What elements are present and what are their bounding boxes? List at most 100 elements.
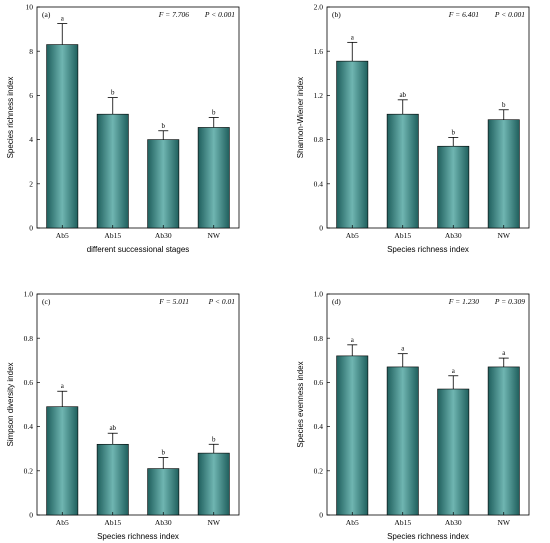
panel-label: (c) bbox=[42, 297, 51, 306]
significance-letter: b bbox=[452, 128, 456, 136]
y-tick-label: 0 bbox=[29, 511, 33, 520]
bar-ab15 bbox=[96, 443, 129, 516]
chart-panel-4: 0 0.2 0.4 0.6 0.8 1.0 a Ab5 a Ab15 a Ab30 a NW (d) P = … bbox=[296, 290, 530, 541]
x-tick-label: Ab30 bbox=[155, 231, 172, 240]
plot-frame bbox=[36, 6, 240, 229]
panel-label: (d) bbox=[332, 297, 341, 306]
significance-letter: a bbox=[452, 367, 456, 375]
y-tick-label: 0.6 bbox=[24, 378, 34, 387]
x-tick-label: Ab15 bbox=[104, 231, 121, 240]
significance-letter: b bbox=[212, 435, 216, 443]
bar-ab30 bbox=[437, 145, 470, 229]
x-tick-label: Ab5 bbox=[56, 231, 69, 240]
bar-nw bbox=[197, 127, 230, 229]
y-axis-label: Species evenness index bbox=[296, 361, 305, 447]
y-tick-label: 0.8 bbox=[314, 135, 324, 144]
x-tick-label: Ab5 bbox=[56, 518, 69, 527]
chart-panel-2: 0 0.4 0.8 1.2 1.6 2.0 a Ab5 ab Ab15 b Ab30 b NW (b) P <… bbox=[296, 3, 530, 254]
bar-ab30 bbox=[147, 139, 180, 229]
significance-letter: a bbox=[401, 345, 405, 353]
x-axis-label: Species richness index bbox=[387, 245, 469, 254]
x-tick-label: Ab30 bbox=[155, 518, 172, 527]
y-tick-label: 2 bbox=[29, 179, 33, 188]
y-tick-label: 6 bbox=[29, 91, 33, 100]
panel-label: (a) bbox=[42, 10, 51, 19]
significance-letter: a bbox=[502, 349, 506, 357]
y-tick-label: 0 bbox=[29, 224, 33, 233]
y-tick-label: 0.8 bbox=[24, 334, 34, 343]
y-tick-label: 10 bbox=[26, 3, 34, 12]
y-tick-label: 0.6 bbox=[314, 378, 324, 387]
significance-letter: b bbox=[502, 101, 506, 109]
y-axis-label: Simpson diversity index bbox=[6, 362, 15, 446]
bar-nw bbox=[487, 366, 520, 516]
p-value: P < 0.001 bbox=[204, 10, 235, 19]
p-value: P < 0.01 bbox=[208, 297, 235, 306]
y-tick-label: 0.2 bbox=[314, 466, 324, 475]
y-tick-label: 1.2 bbox=[314, 91, 324, 100]
x-axis-label: Species richness index bbox=[97, 532, 179, 541]
significance-letter: a bbox=[61, 382, 65, 390]
significance-letter: b bbox=[162, 449, 166, 457]
bar-ab30 bbox=[147, 468, 180, 516]
significance-letter: b bbox=[111, 89, 115, 97]
x-axis-label: Species richness index bbox=[387, 532, 469, 541]
bar-nw bbox=[197, 452, 230, 516]
bar-nw bbox=[487, 119, 520, 229]
y-tick-label: 0.4 bbox=[24, 422, 34, 431]
bar-ab15 bbox=[96, 113, 129, 229]
f-statistic: F = 7.706 bbox=[158, 10, 190, 19]
significance-letter: b bbox=[212, 109, 216, 117]
y-tick-label: 1.6 bbox=[314, 47, 324, 56]
significance-letter: ab bbox=[399, 91, 406, 99]
y-axis-label: Shannon-Wiener index bbox=[296, 77, 305, 158]
chart-panel-3: 0 0.2 0.4 0.6 0.8 1.0 a Ab5 ab Ab15 b Ab30 b NW (c) P <… bbox=[6, 290, 240, 541]
y-tick-label: 8 bbox=[29, 47, 33, 56]
y-tick-label: 4 bbox=[29, 135, 33, 144]
y-tick-label: 0.4 bbox=[314, 179, 324, 188]
bar-ab5 bbox=[46, 406, 79, 516]
x-tick-label: Ab15 bbox=[104, 518, 121, 527]
x-tick-label: NW bbox=[498, 231, 511, 240]
x-axis-label: different successional stages bbox=[87, 245, 190, 254]
x-tick-label: Ab30 bbox=[445, 231, 462, 240]
y-axis-label: Species richness index bbox=[6, 77, 15, 159]
bar-ab30 bbox=[437, 388, 470, 516]
x-tick-label: Ab30 bbox=[445, 518, 462, 527]
panel-label: (b) bbox=[332, 10, 341, 19]
y-tick-label: 0 bbox=[319, 511, 323, 520]
plot-frame bbox=[326, 293, 530, 516]
y-tick-label: 2.0 bbox=[314, 3, 324, 12]
y-tick-label: 0.4 bbox=[314, 422, 324, 431]
y-tick-label: 1.0 bbox=[314, 290, 324, 299]
chart-panel-1: 0 2 4 6 8 10 a Ab5 b Ab15 b Ab30 b NW (a) P < 0.001 F = … bbox=[6, 3, 240, 254]
p-value: P = 0.309 bbox=[494, 297, 525, 306]
y-tick-label: 0.2 bbox=[24, 466, 34, 475]
x-tick-label: Ab15 bbox=[394, 231, 411, 240]
f-statistic: F = 1.230 bbox=[448, 297, 480, 306]
f-statistic: F = 6.401 bbox=[448, 10, 479, 19]
bar-ab15 bbox=[386, 366, 419, 516]
bar-ab15 bbox=[386, 113, 419, 229]
x-tick-label: Ab15 bbox=[394, 518, 411, 527]
x-tick-label: Ab5 bbox=[346, 231, 359, 240]
y-tick-label: 1.0 bbox=[24, 290, 34, 299]
plot-frame bbox=[326, 6, 530, 229]
f-statistic: F = 5.011 bbox=[158, 297, 189, 306]
significance-letter: b bbox=[162, 122, 166, 130]
bar-ab5 bbox=[46, 44, 79, 229]
significance-letter: a bbox=[351, 336, 355, 344]
significance-letter: a bbox=[351, 33, 355, 41]
x-tick-label: NW bbox=[208, 518, 221, 527]
p-value: P < 0.001 bbox=[494, 10, 525, 19]
significance-letter: a bbox=[61, 15, 65, 23]
significance-letter: ab bbox=[109, 424, 116, 432]
bar-ab5 bbox=[336, 60, 369, 229]
x-tick-label: NW bbox=[208, 231, 221, 240]
x-tick-label: NW bbox=[498, 518, 511, 527]
bar-ab5 bbox=[336, 355, 369, 516]
y-tick-label: 0.8 bbox=[314, 334, 324, 343]
plot-frame bbox=[36, 293, 240, 516]
y-tick-label: 0 bbox=[319, 224, 323, 233]
